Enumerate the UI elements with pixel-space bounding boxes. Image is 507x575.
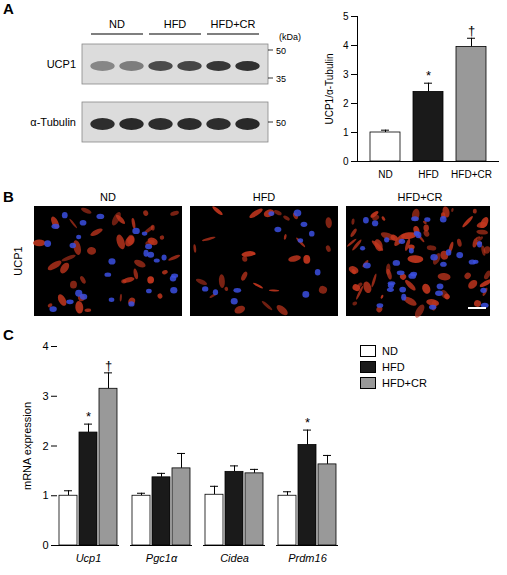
svg-text:UCP1: UCP1 (47, 58, 76, 70)
svg-text:5: 5 (343, 11, 349, 22)
svg-text:1: 1 (343, 127, 349, 138)
svg-text:Prdm16: Prdm16 (288, 552, 327, 564)
svg-text:Cidea: Cidea (220, 552, 249, 564)
svg-text:50: 50 (276, 118, 286, 128)
svg-text:0: 0 (42, 539, 48, 551)
svg-text:HFD: HFD (418, 169, 439, 180)
svg-text:2: 2 (343, 98, 349, 109)
svg-text:HFD+CR: HFD+CR (398, 191, 443, 203)
svg-text:HFD+CR: HFD+CR (451, 169, 492, 180)
svg-text:3: 3 (343, 69, 349, 80)
html-text:ND: ND (382, 345, 398, 357)
svg-text:UCP1/α-Tubulin: UCP1/α-Tubulin (324, 54, 335, 125)
svg-text:Pgc1α: Pgc1α (146, 552, 178, 564)
svg-text:0: 0 (343, 156, 349, 167)
svg-text:1: 1 (42, 489, 48, 501)
svg-text:4: 4 (42, 340, 48, 352)
svg-text:4: 4 (343, 40, 349, 51)
svg-text:35: 35 (276, 74, 286, 84)
svg-text:†: † (105, 358, 112, 373)
svg-text:(kDa): (kDa) (279, 32, 301, 42)
svg-text:UCP1: UCP1 (12, 246, 24, 275)
svg-text:HFD: HFD (253, 191, 276, 203)
html-text:C: C (3, 326, 14, 343)
svg-text:*: * (426, 68, 431, 83)
svg-text:50: 50 (276, 46, 286, 56)
svg-text:ND: ND (100, 191, 116, 203)
svg-text:ND: ND (109, 18, 125, 30)
svg-text:mRNA expression: mRNA expression (21, 402, 33, 490)
svg-text:α-Tubulin: α-Tubulin (30, 116, 76, 128)
svg-text:HFD: HFD (164, 18, 187, 30)
svg-text:HFD+CR: HFD+CR (211, 18, 256, 30)
svg-text:ND: ND (378, 169, 392, 180)
svg-text:2: 2 (42, 440, 48, 452)
html-text:B: B (3, 188, 14, 205)
html-text:HFD+CR: HFD+CR (382, 377, 427, 389)
html-text:A: A (3, 0, 14, 17)
html-text:HFD: HFD (382, 361, 405, 373)
svg-text:*: * (86, 409, 91, 424)
svg-text:Ucp1: Ucp1 (76, 552, 102, 564)
svg-text:*: * (305, 415, 310, 430)
svg-text:†: † (468, 23, 475, 38)
svg-text:3: 3 (42, 390, 48, 402)
